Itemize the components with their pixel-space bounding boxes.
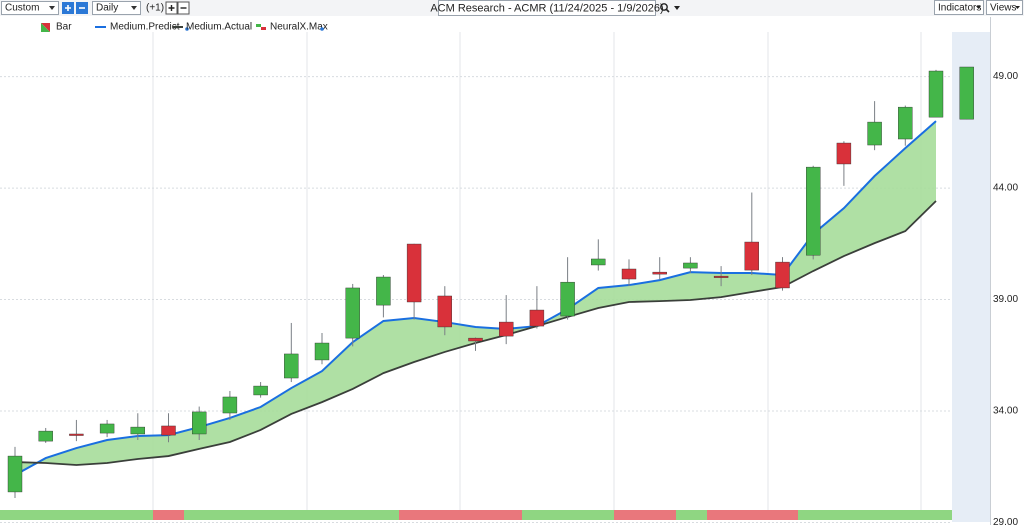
signal-segment [399,510,522,520]
views-button[interactable] [986,0,1023,15]
candle-body [744,241,759,271]
legend-icon [256,24,261,27]
candle-body [130,426,146,435]
candle-body [867,121,882,146]
plus-icon [168,5,175,11]
dropdown-arrow [976,6,981,9]
candle-body [591,258,606,266]
signal-segment [184,510,399,520]
candle-body [253,385,268,396]
candle-body [836,142,852,165]
signal-segment [707,510,798,520]
search-icon[interactable] [660,3,668,11]
legend-label[interactable]: Medium.Predict [110,22,180,33]
signal-strip [0,510,952,520]
legend-label[interactable]: Medium.Actual [186,22,252,33]
candle-body [99,423,115,434]
y-tick-label: 34.00 [993,406,1018,417]
y-tick-label: 29.00 [993,517,1018,525]
candle-body [775,261,790,289]
candle-body [499,321,514,337]
signal-segment [0,510,153,520]
candle-body [222,396,238,414]
search-icon-handle [665,8,670,13]
interval-label: Daily [96,3,118,14]
legend: Bar Medium.Predict Medium.Actual NeuralX… [41,22,328,33]
y-tick-label: 44.00 [993,183,1018,194]
candle-body [376,276,391,306]
indicators-button[interactable] [934,0,984,15]
candle-body [529,309,545,327]
signal-segment [676,510,707,520]
candle-body [284,353,299,379]
dropdown-arrow [674,6,680,10]
candle-body [683,262,698,269]
candle-body [468,337,483,342]
legend-dot [320,27,324,31]
candle-body [437,295,452,328]
candle-body [345,287,360,339]
signal-segment [153,510,184,520]
vertical-grid [152,32,922,510]
range-dropdown[interactable] [1,1,59,15]
legend-dot [185,27,189,31]
candle-body [621,268,637,280]
candle-body [314,342,330,361]
candle-body [560,281,575,317]
interval-dropdown[interactable] [92,1,141,15]
dropdown-arrow [131,6,137,10]
candle-body [161,425,176,436]
plus-icon [65,5,71,11]
legend-label[interactable]: Bar [56,22,72,33]
candle-body [959,66,974,120]
y-tick-label: 49.00 [993,71,1018,82]
legend-icon [41,23,50,32]
chart-title: ACM Research - ACMR (11/24/2025 - 1/9/20… [430,2,663,14]
candle-body [7,455,23,493]
candle-body [38,430,53,442]
legend-icon [261,27,266,30]
signal-segment [522,510,614,520]
dropdown-arrow [49,6,55,10]
candle-body [928,70,944,118]
dropdown-arrow [1015,6,1020,9]
candle-body [652,271,667,275]
offset-label: (+1) [146,3,164,14]
candle-body [69,433,84,436]
indicators-label: Indicators [938,3,981,14]
candle-body [713,275,729,278]
candle-body [406,243,422,303]
signal-segment [798,510,952,520]
range-label: Custom [5,3,39,14]
signal-segment [614,510,676,520]
y-tick-label: 39.00 [993,294,1018,305]
views-label: Views [990,3,1017,14]
legend-label[interactable]: NeuralX.Max [270,22,328,33]
candle-body [191,411,207,435]
candle-body [806,166,821,256]
candle-body [898,106,913,140]
title-box[interactable] [438,0,656,16]
